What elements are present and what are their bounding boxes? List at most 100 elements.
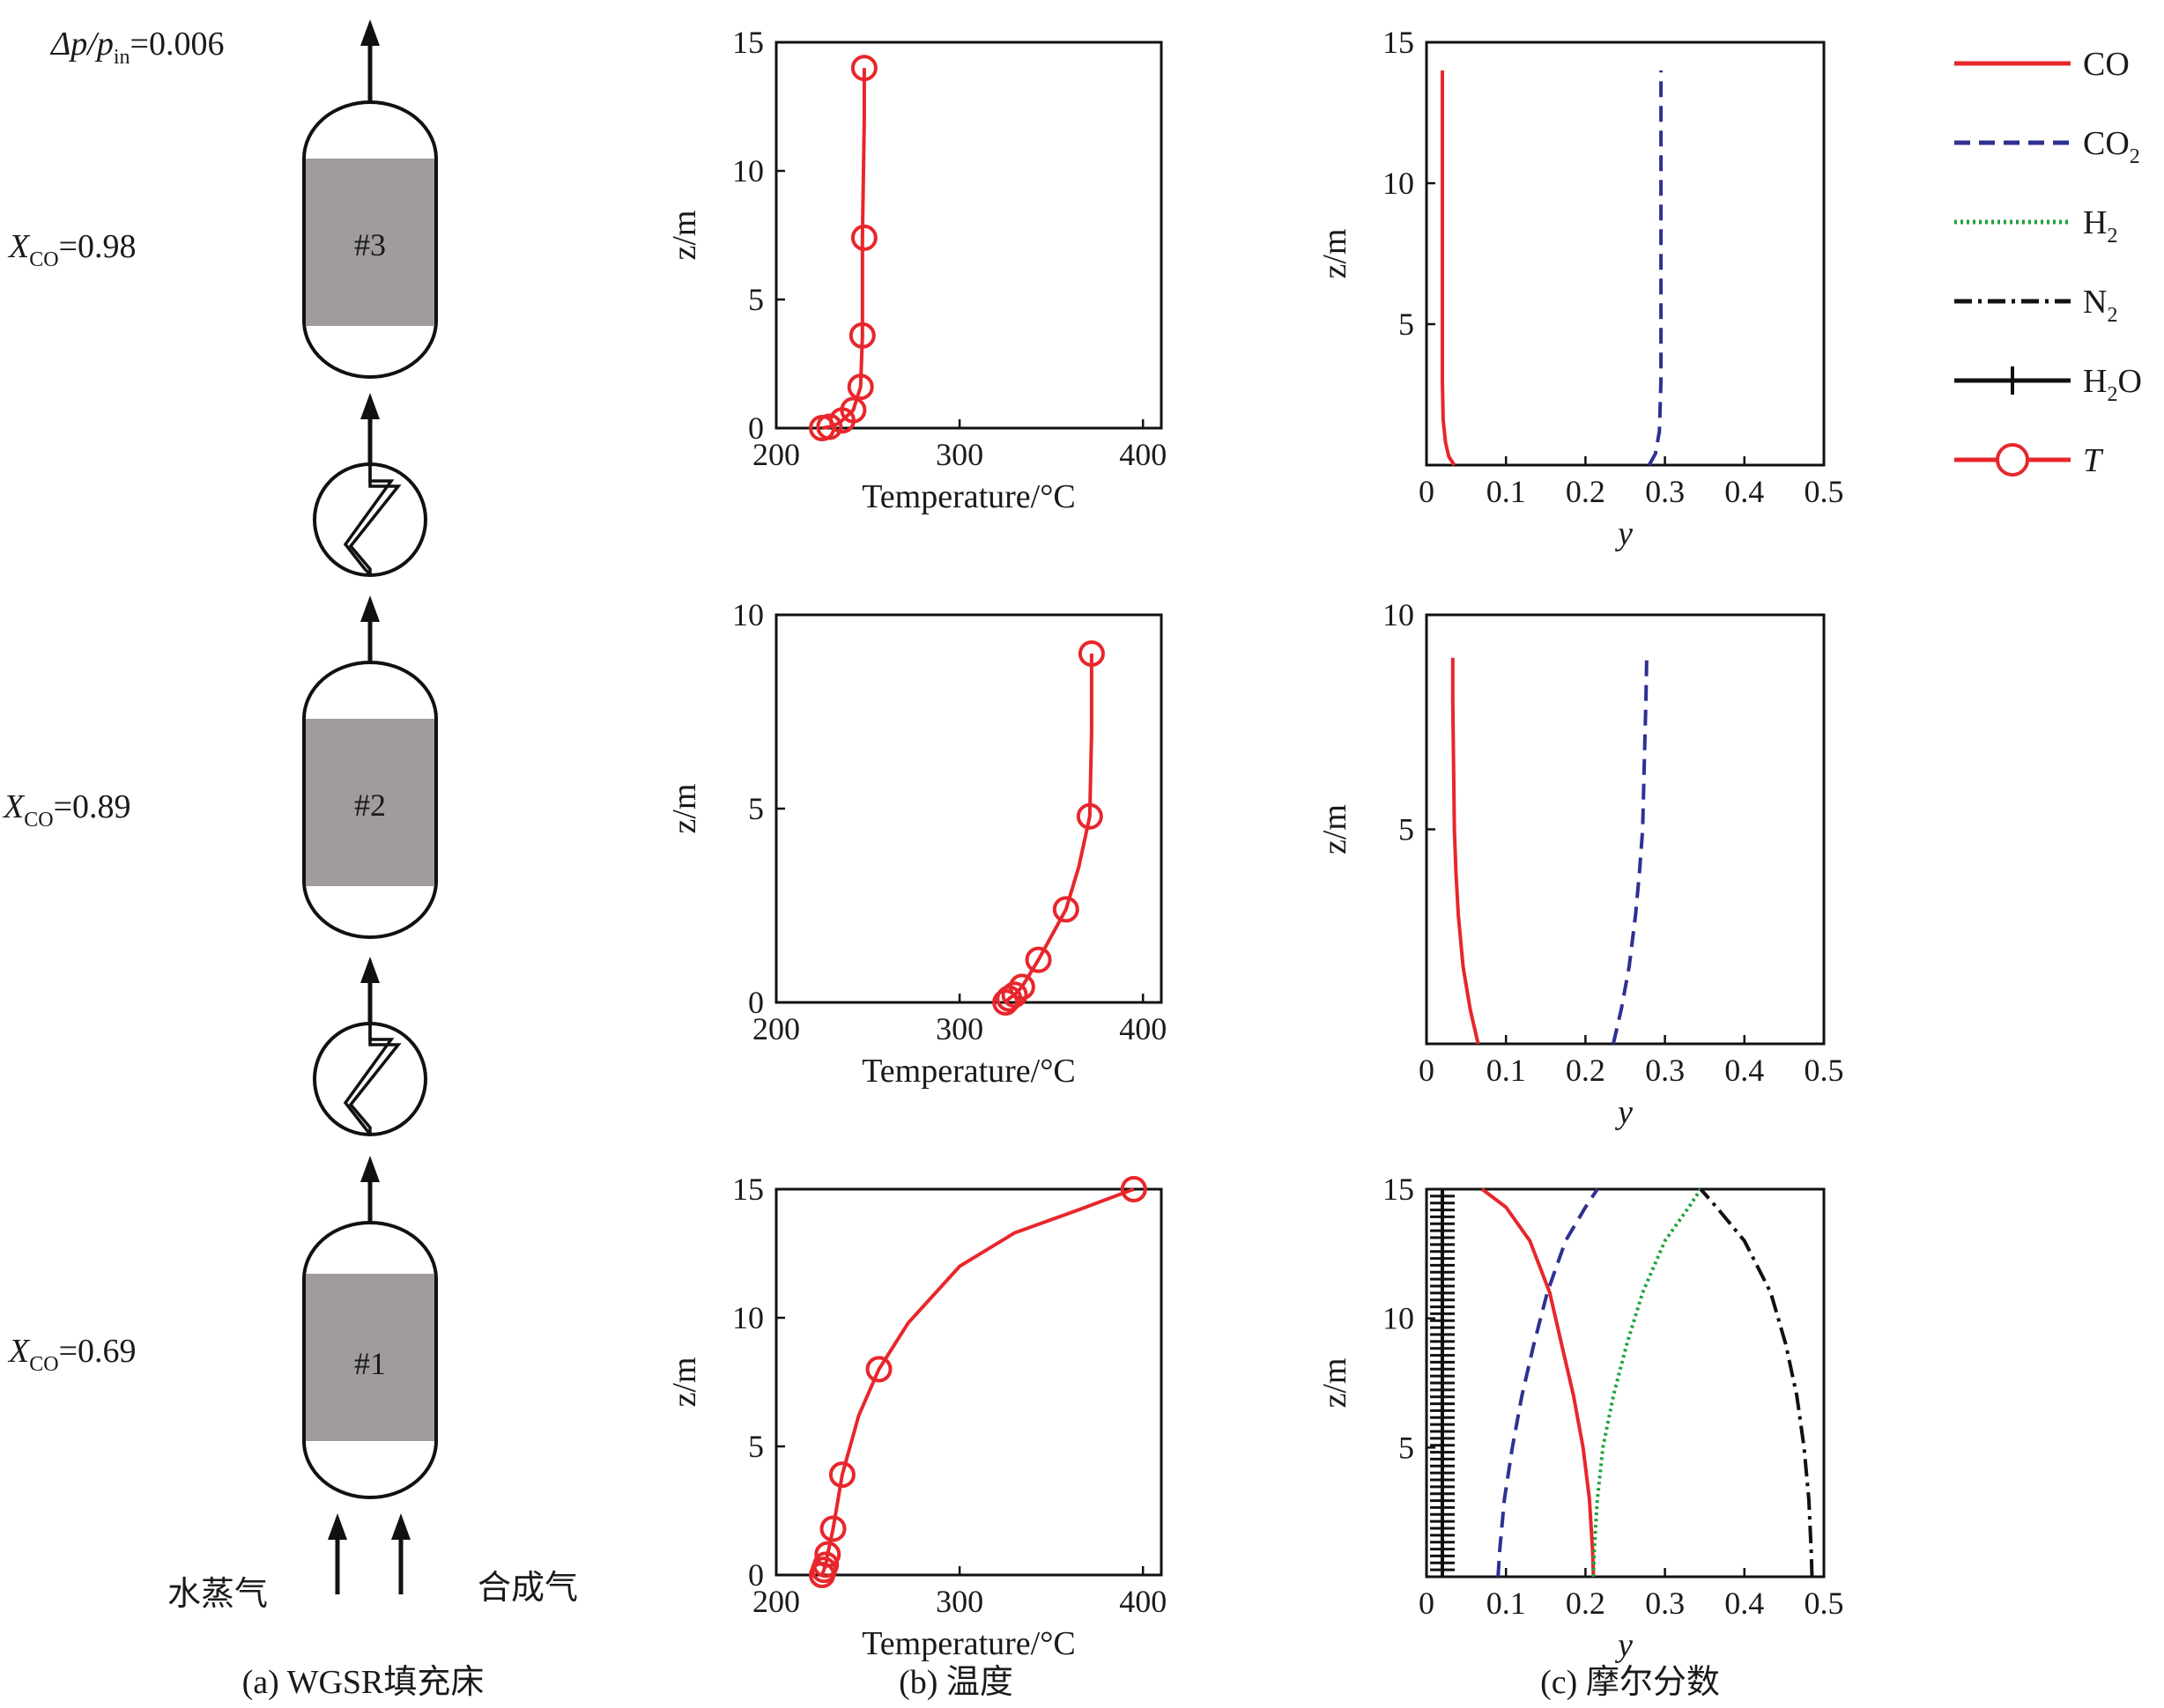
- flow-arrow: [360, 595, 380, 662]
- series-marker-T: [840, 396, 867, 424]
- y-axis-label: z/m: [1316, 1358, 1353, 1409]
- series-marker-T: [812, 1551, 840, 1579]
- series-line-CO2: [1496, 1187, 1599, 1578]
- x-tick-label: 200: [752, 1011, 800, 1046]
- conversion-label-stage-3: XCO=0.98: [7, 228, 137, 271]
- x-tick-label: 0.5: [1805, 1586, 1844, 1621]
- x-tick-label: 0: [1419, 1053, 1434, 1088]
- chart-b-stage-1: 200 300 400 0 5 10 15 Temperature/°C z/m: [666, 1172, 1167, 1662]
- series-marker-T: [1078, 640, 1105, 667]
- reactor-label-1: #1: [354, 1346, 386, 1381]
- legend: CO CO2 H2 N2 H2O T: [1954, 46, 2142, 479]
- plot-frame: [774, 613, 1163, 1004]
- series-marker-T: [1001, 981, 1028, 1009]
- y-tick-label: 10: [732, 153, 764, 189]
- flow-arrow: [360, 393, 380, 467]
- x-tick-label: 400: [1119, 1584, 1167, 1619]
- x-tick-label: 0.1: [1486, 1053, 1526, 1088]
- syngas-inlet-label: 合成气: [478, 1570, 578, 1607]
- legend-label-H2: H2: [2083, 204, 2117, 248]
- x-tick-label: 400: [1119, 437, 1167, 472]
- x-axis-label: y: [1614, 1094, 1633, 1131]
- series-line-CO: [1441, 70, 1456, 467]
- series-line-CO2: [1612, 657, 1649, 1045]
- legend-item-CO2: CO2: [1954, 125, 2140, 168]
- legend-item-H2O: H2O: [1954, 363, 2142, 406]
- y-tick-label: 15: [732, 1172, 764, 1207]
- x-tick-label: 0.5: [1805, 474, 1844, 509]
- series-marker-T: [814, 1541, 841, 1568]
- heat-exchanger-icon: [313, 462, 427, 577]
- y-tick-label: 0: [748, 410, 764, 446]
- steam-inlet-label: 水蒸气: [167, 1576, 268, 1613]
- reactor-label-2: #2: [354, 787, 386, 823]
- x-tick-label: 0.2: [1566, 474, 1605, 509]
- y-tick-label: 15: [1382, 1172, 1414, 1207]
- reactor-label-3: #3: [354, 227, 386, 262]
- caption-c: (c) 摩尔分数: [1540, 1664, 1720, 1701]
- legend-item-T: T: [1954, 442, 2104, 479]
- chart-c-stage-3: 0 0.1 0.2 0.3 0.4 0.5 5 10 15 y z/m: [1316, 25, 1844, 552]
- plot-frame: [1425, 41, 1826, 467]
- x-tick-label: 0.1: [1486, 474, 1526, 509]
- y-tick-label: 5: [1398, 1430, 1414, 1465]
- legend-marker-T: [1996, 443, 2029, 477]
- plot-frame: [1425, 1187, 1826, 1579]
- x-tick-label: 300: [936, 1584, 983, 1619]
- caption-a: (a) WGSR填充床: [242, 1664, 485, 1701]
- reactor-vessel-1: #1: [302, 1221, 438, 1499]
- series-line-T: [1004, 654, 1093, 1004]
- x-tick-label: 0.5: [1805, 1053, 1844, 1088]
- legend-item-H2: H2: [1954, 204, 2117, 248]
- y-tick-label: 10: [1382, 597, 1414, 632]
- x-tick-label: 0: [1419, 474, 1434, 509]
- series-marker-T: [850, 224, 878, 251]
- series-line-H2: [1591, 1187, 1702, 1578]
- x-tick-label: 0.4: [1724, 1586, 1764, 1621]
- y-axis-label: z/m: [666, 784, 703, 834]
- y-axis-label: z/m: [1316, 804, 1353, 854]
- series-marker-T: [849, 322, 876, 349]
- y-tick-label: 10: [1382, 1301, 1414, 1336]
- y-axis-label: z/m: [666, 211, 703, 261]
- x-axis-label: y: [1614, 1627, 1633, 1664]
- series-marker-T: [1025, 946, 1052, 973]
- series-line-CO: [1480, 1187, 1596, 1578]
- steam-inlet-arrow: [328, 1513, 347, 1594]
- caption-b: (b) 温度: [899, 1664, 1013, 1701]
- y-tick-label: 10: [732, 1300, 764, 1335]
- legend-label-CO2: CO2: [2083, 125, 2140, 168]
- series-marker-T: [1052, 896, 1079, 923]
- y-axis-label: z/m: [1316, 229, 1353, 279]
- y-tick-label: 15: [1382, 25, 1414, 60]
- series-marker-T: [816, 413, 843, 440]
- x-tick-label: 400: [1119, 1011, 1167, 1046]
- flow-arrow: [360, 957, 380, 1025]
- chart-b-stage-3: 200 300 400 0 5 10 15 Temperature/°C z/m: [666, 25, 1167, 515]
- legend-label-N2: N2: [2083, 284, 2117, 327]
- legend-item-N2: N2: [1954, 284, 2117, 327]
- series-line-N2: [1699, 1187, 1814, 1578]
- conversion-label-stage-1: XCO=0.69: [7, 1333, 137, 1376]
- series-marker-T: [847, 373, 874, 401]
- y-tick-label: 15: [732, 25, 764, 60]
- series-marker-T: [819, 1515, 847, 1542]
- series-line-T: [820, 1187, 1135, 1576]
- reactor-vessel-2: #2: [302, 661, 438, 939]
- legend-label-CO: CO: [2083, 46, 2130, 83]
- series-marker-T: [850, 55, 878, 82]
- chart-c-stage-1: 0 0.1 0.2 0.3 0.4 0.5 5 10 15 y z/m: [1316, 1172, 1844, 1664]
- x-tick-label: 0: [1419, 1586, 1434, 1621]
- pressure-drop-label: Δp/pin=0.006: [49, 26, 224, 69]
- series-marker-T: [865, 1356, 893, 1383]
- x-tick-label: 0.4: [1724, 474, 1764, 509]
- y-tick-label: 10: [732, 597, 764, 632]
- y-tick-label: 5: [748, 1429, 764, 1464]
- plot-frame: [774, 1187, 1163, 1577]
- x-tick-label: 0.3: [1645, 1586, 1685, 1621]
- series-line-CO2: [1647, 70, 1664, 466]
- chart-c-stage-2: 0 0.1 0.2 0.3 0.4 0.5 5 10 y z/m: [1316, 597, 1844, 1131]
- series-marker-T: [1008, 973, 1035, 1001]
- schematic-panel: Δp/pin=0.006 XCO=0.98 XCO=0.89 XCO=0.69 …: [2, 19, 578, 1613]
